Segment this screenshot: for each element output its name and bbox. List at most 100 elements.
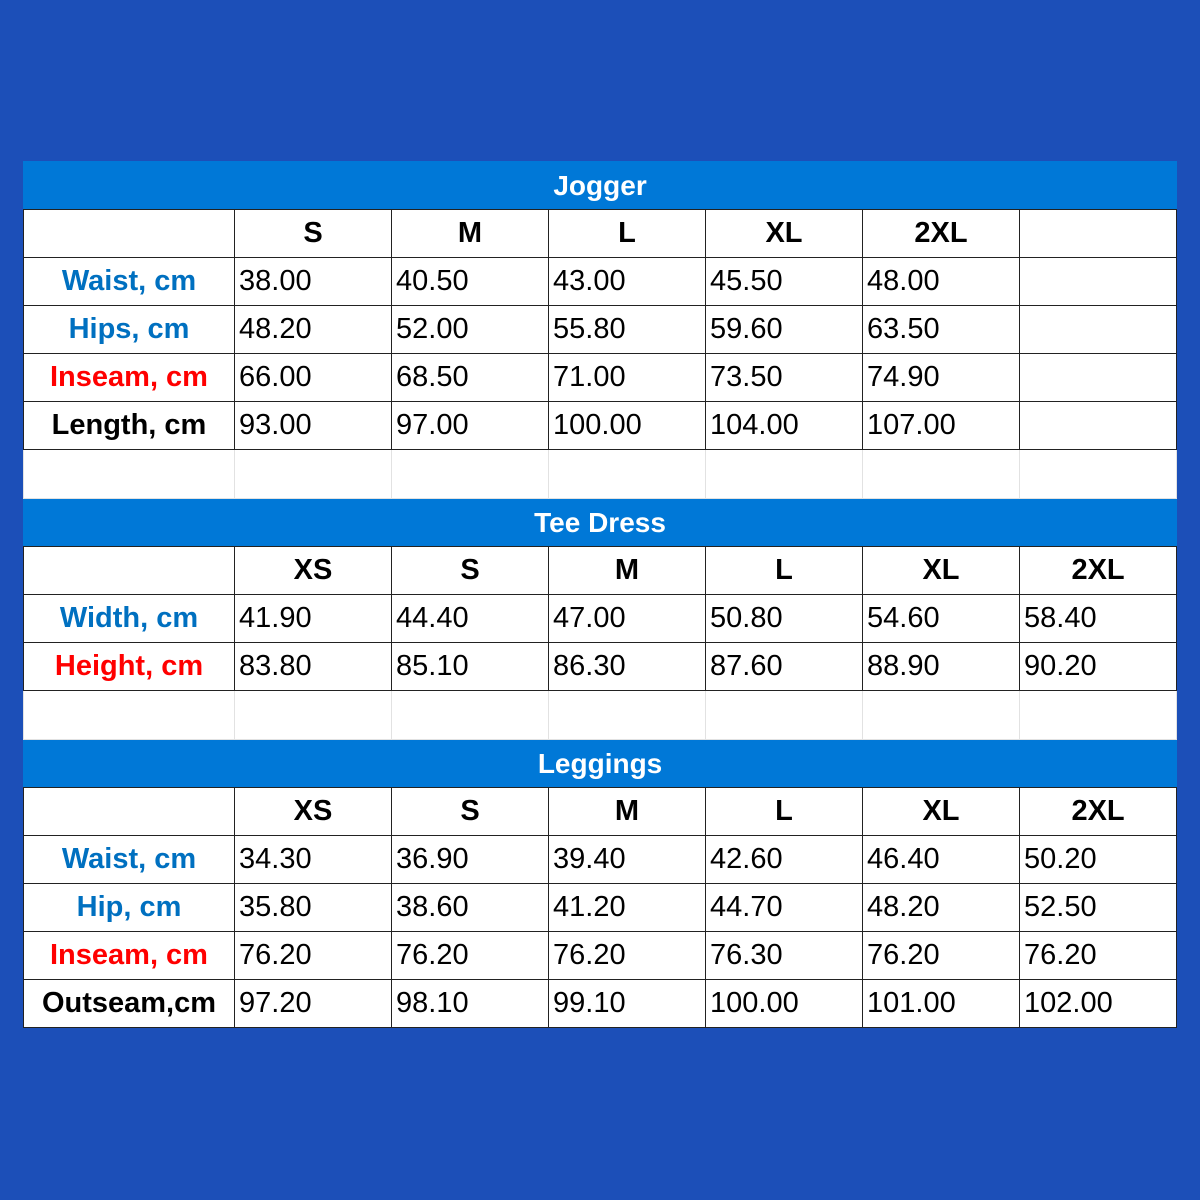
measurement-label: Height, cm bbox=[23, 642, 235, 691]
measurement-value: 74.90 bbox=[862, 353, 1020, 402]
size-header: XL bbox=[862, 787, 1020, 836]
measurement-value: 50.80 bbox=[705, 594, 863, 643]
measurement-value: 104.00 bbox=[705, 401, 863, 450]
measurement-value: 48.20 bbox=[234, 305, 392, 354]
measurement-value: 76.20 bbox=[391, 931, 549, 980]
measurement-label: Inseam, cm bbox=[23, 353, 235, 402]
section-header-row: Tee Dress bbox=[22, 498, 1178, 547]
measurement-value: 85.10 bbox=[391, 642, 549, 691]
empty-cell bbox=[705, 690, 863, 740]
measurement-value: 55.80 bbox=[548, 305, 706, 354]
measurement-value: 68.50 bbox=[391, 353, 549, 402]
measurement-value: 48.00 bbox=[862, 257, 1020, 306]
measurement-value: 48.20 bbox=[862, 883, 1020, 932]
measurement-row: Inseam, cm 76.20 76.20 76.20 76.30 76.20 76.20 bbox=[23, 931, 1178, 980]
size-header: 2XL bbox=[1018, 787, 1178, 836]
measurement-value: 59.60 bbox=[705, 305, 863, 354]
measurement-value: 76.30 bbox=[705, 931, 863, 980]
measurement-row: Waist, cm 38.00 40.50 43.00 45.50 48.00 bbox=[23, 257, 1178, 306]
size-header: 2XL bbox=[862, 209, 1020, 258]
measurement-value: 86.30 bbox=[548, 642, 706, 691]
measurement-value: 90.20 bbox=[1018, 642, 1178, 691]
corner-cell bbox=[23, 209, 235, 258]
measurement-value: 40.50 bbox=[391, 257, 549, 306]
size-header: XS bbox=[234, 787, 392, 836]
measurement-value: 42.60 bbox=[705, 835, 863, 884]
empty-cell bbox=[391, 449, 549, 499]
size-header: S bbox=[234, 209, 392, 258]
measurement-value: 98.10 bbox=[391, 979, 549, 1028]
measurement-label: Length, cm bbox=[23, 401, 235, 450]
measurement-row: Length, cm 93.00 97.00 100.00 104.00 107.00 bbox=[23, 401, 1178, 450]
measurement-value: 52.50 bbox=[1018, 883, 1178, 932]
measurement-label: Waist, cm bbox=[23, 835, 235, 884]
measurement-value: 87.60 bbox=[705, 642, 863, 691]
size-header-row: XS S M L XL 2XL bbox=[23, 787, 1178, 836]
empty-cell bbox=[862, 690, 1020, 740]
empty-cell bbox=[1018, 690, 1178, 740]
measurement-label: Inseam, cm bbox=[23, 931, 235, 980]
measurement-value: 44.40 bbox=[391, 594, 549, 643]
measurement-value: 100.00 bbox=[548, 401, 706, 450]
empty-cell bbox=[234, 449, 392, 499]
measurement-value: 34.30 bbox=[234, 835, 392, 884]
measurement-value: 76.20 bbox=[1018, 931, 1178, 980]
measurement-label: Hip, cm bbox=[23, 883, 235, 932]
measurement-value: 46.40 bbox=[862, 835, 1020, 884]
empty-cell bbox=[234, 690, 392, 740]
size-header: M bbox=[548, 546, 706, 595]
section-header-row: Jogger bbox=[22, 161, 1178, 210]
measurement-value: 83.80 bbox=[234, 642, 392, 691]
empty-cell bbox=[705, 449, 863, 499]
measurement-value: 44.70 bbox=[705, 883, 863, 932]
measurement-value: 100.00 bbox=[705, 979, 863, 1028]
measurement-value: 50.20 bbox=[1018, 835, 1178, 884]
measurement-row: Hips, cm 48.20 52.00 55.80 59.60 63.50 bbox=[23, 305, 1178, 354]
spacer-row bbox=[23, 690, 1178, 740]
measurement-value: 39.40 bbox=[548, 835, 706, 884]
size-header: XS bbox=[234, 546, 392, 595]
measurement-value: 101.00 bbox=[862, 979, 1020, 1028]
section-title: Tee Dress bbox=[22, 498, 1178, 547]
measurement-value: 58.40 bbox=[1018, 594, 1178, 643]
empty-cell bbox=[862, 449, 1020, 499]
measurement-value: 41.90 bbox=[234, 594, 392, 643]
measurement-value bbox=[1018, 353, 1178, 402]
size-header: S bbox=[391, 787, 549, 836]
measurement-value: 97.00 bbox=[391, 401, 549, 450]
measurement-value: 52.00 bbox=[391, 305, 549, 354]
measurement-row: Outseam,cm 97.20 98.10 99.10 100.00 101.00 102… bbox=[23, 979, 1178, 1028]
measurement-value: 76.20 bbox=[548, 931, 706, 980]
measurement-row: Width, cm 41.90 44.40 47.00 50.80 54.60 58.40 bbox=[23, 594, 1178, 643]
section-title: Jogger bbox=[22, 161, 1178, 210]
measurement-value: 102.00 bbox=[1018, 979, 1178, 1028]
empty-cell bbox=[391, 690, 549, 740]
empty-cell bbox=[548, 690, 706, 740]
measurement-value: 76.20 bbox=[862, 931, 1020, 980]
empty-cell bbox=[23, 690, 235, 740]
measurement-label: Width, cm bbox=[23, 594, 235, 643]
measurement-value: 88.90 bbox=[862, 642, 1020, 691]
size-table: Jogger S M L XL 2XL Waist, cm 38.00 40.50 43.00 45… bbox=[22, 161, 1178, 1028]
measurement-label: Hips, cm bbox=[23, 305, 235, 354]
size-header: L bbox=[548, 209, 706, 258]
measurement-value: 35.80 bbox=[234, 883, 392, 932]
section-title: Leggings bbox=[22, 739, 1178, 788]
measurement-value: 38.60 bbox=[391, 883, 549, 932]
measurement-value: 63.50 bbox=[862, 305, 1020, 354]
measurement-value bbox=[1018, 305, 1178, 354]
empty-cell bbox=[548, 449, 706, 499]
measurement-label: Waist, cm bbox=[23, 257, 235, 306]
measurement-label: Outseam,cm bbox=[23, 979, 235, 1028]
measurement-value: 54.60 bbox=[862, 594, 1020, 643]
size-header-row: S M L XL 2XL bbox=[23, 209, 1178, 258]
corner-cell bbox=[23, 546, 235, 595]
section-header-row: Leggings bbox=[22, 739, 1178, 788]
measurement-value: 47.00 bbox=[548, 594, 706, 643]
measurement-value: 99.10 bbox=[548, 979, 706, 1028]
size-header: M bbox=[391, 209, 549, 258]
size-header-row: XS S M L XL 2XL bbox=[23, 546, 1178, 595]
empty-cell bbox=[23, 449, 235, 499]
measurement-value: 43.00 bbox=[548, 257, 706, 306]
size-header: S bbox=[391, 546, 549, 595]
